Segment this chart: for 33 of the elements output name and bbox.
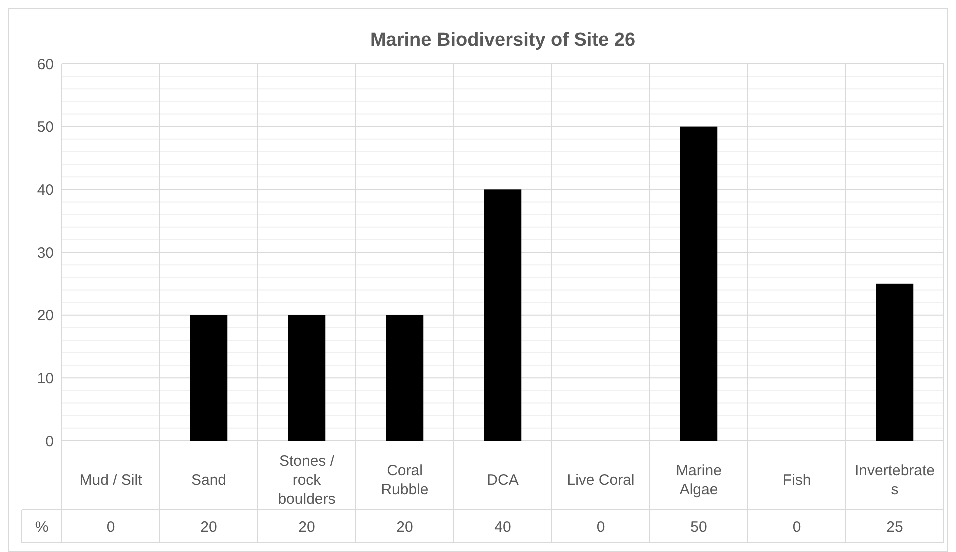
data-label: 0 <box>792 518 802 536</box>
data-label: 0 <box>106 518 116 536</box>
x-tick-label: DCA <box>487 472 519 489</box>
x-tick-label: Fish <box>782 472 812 489</box>
x-tick-label: Mud / Silt <box>80 472 144 489</box>
y-tick-label: 10 <box>37 370 54 388</box>
x-tick-label: Marine Algae <box>676 462 722 498</box>
x-tick-label: Invertebrates <box>854 462 936 498</box>
text: % <box>35 518 49 536</box>
y-tick-label: 30 <box>37 244 54 262</box>
data-label: 0 <box>596 518 606 536</box>
data-label: 20 <box>396 518 414 536</box>
data-label: 50 <box>690 518 708 536</box>
bar <box>876 284 914 441</box>
data-label: 20 <box>298 518 316 536</box>
x-tick-label: Stones / rock boulders <box>278 452 336 508</box>
bar <box>484 190 522 441</box>
y-tick-label: 60 <box>37 56 54 74</box>
bar <box>190 315 228 441</box>
data-label: 20 <box>200 518 218 536</box>
data-label: 40 <box>494 518 512 536</box>
bar <box>680 126 718 441</box>
chart-title: Marine Biodiversity of Site 26 <box>370 30 636 51</box>
y-tick-label: 50 <box>37 119 54 136</box>
x-tick-label: Live Coral <box>567 472 635 489</box>
y-tick-label: 20 <box>37 308 54 325</box>
y-tick-label: 40 <box>37 182 54 199</box>
x-tick-label: Coral Rubble <box>381 462 429 498</box>
y-tick-label: 0 <box>46 433 54 450</box>
x-tick-label: Sand <box>191 472 227 489</box>
data-label: 25 <box>886 518 904 536</box>
bar <box>288 315 326 441</box>
bar <box>386 315 424 441</box>
